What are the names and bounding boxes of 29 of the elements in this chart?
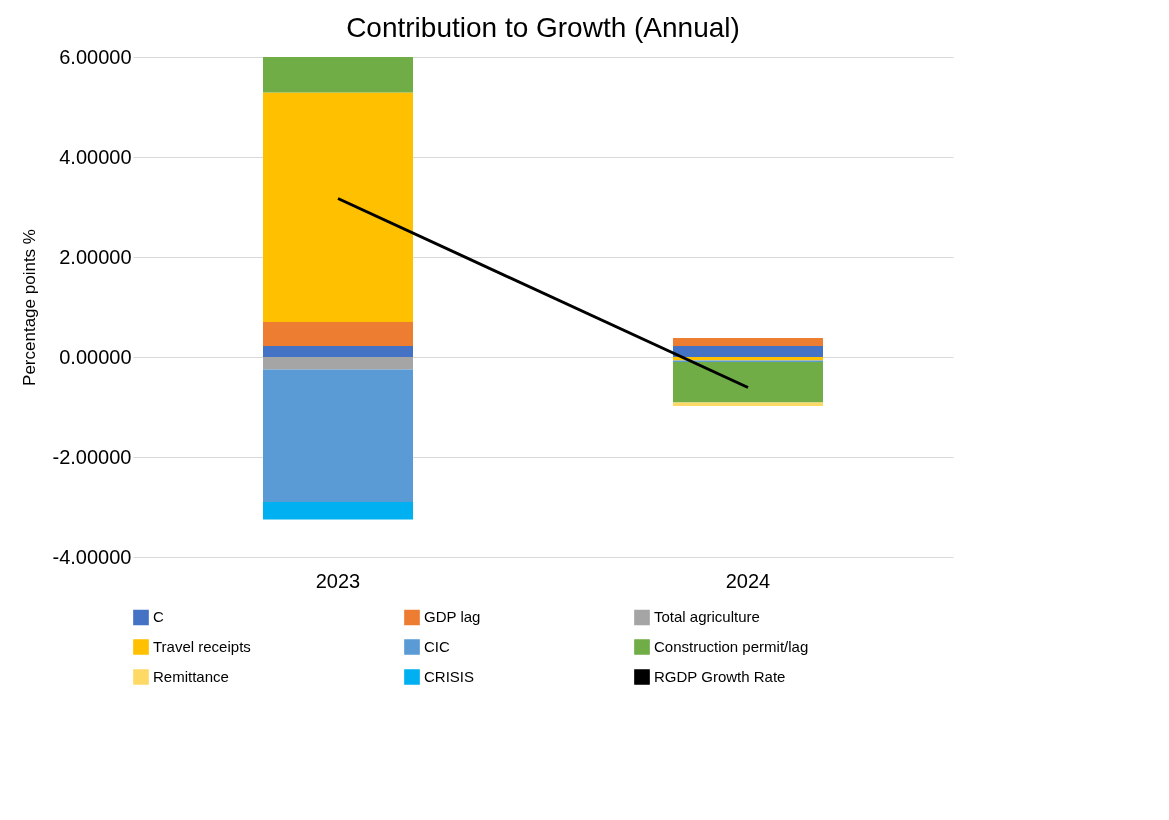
bar [263, 57, 413, 93]
legend-label: Travel receipts [153, 638, 251, 655]
bar [263, 346, 413, 357]
y-axis-title: Percentage points % [19, 229, 39, 386]
bar [263, 369, 413, 502]
y-tick-label: 0.00000 [59, 345, 132, 368]
y-tick-label: 6.00000 [59, 45, 132, 68]
bar [263, 322, 413, 346]
legend-label: Construction permit/lag [654, 638, 809, 655]
legend-label: RGDP Growth Rate [654, 668, 786, 685]
y-tick-label: 4.00000 [59, 145, 132, 168]
bar [673, 362, 823, 403]
y-tick-label: 2.00000 [59, 245, 132, 268]
bar [263, 357, 413, 370]
bar [673, 338, 823, 346]
bar [263, 502, 413, 520]
legend-label: Remittance [153, 668, 229, 685]
bar [263, 92, 413, 322]
x-tick-label: 2024 [725, 569, 771, 592]
legend-label: CRISIS [424, 668, 475, 685]
y-tick-label: -2.00000 [52, 445, 132, 468]
chart-title: Contribution to Growth (Annual) [346, 12, 740, 43]
x-tick-label: 2023 [315, 569, 361, 592]
legend-label: C [153, 608, 164, 626]
legend-label: CIC [424, 638, 450, 655]
legend-label: Total agriculture [654, 608, 760, 626]
y-tick-label: -4.00000 [52, 545, 132, 568]
legend-label: GDP lag [424, 608, 481, 626]
bar [673, 346, 823, 357]
